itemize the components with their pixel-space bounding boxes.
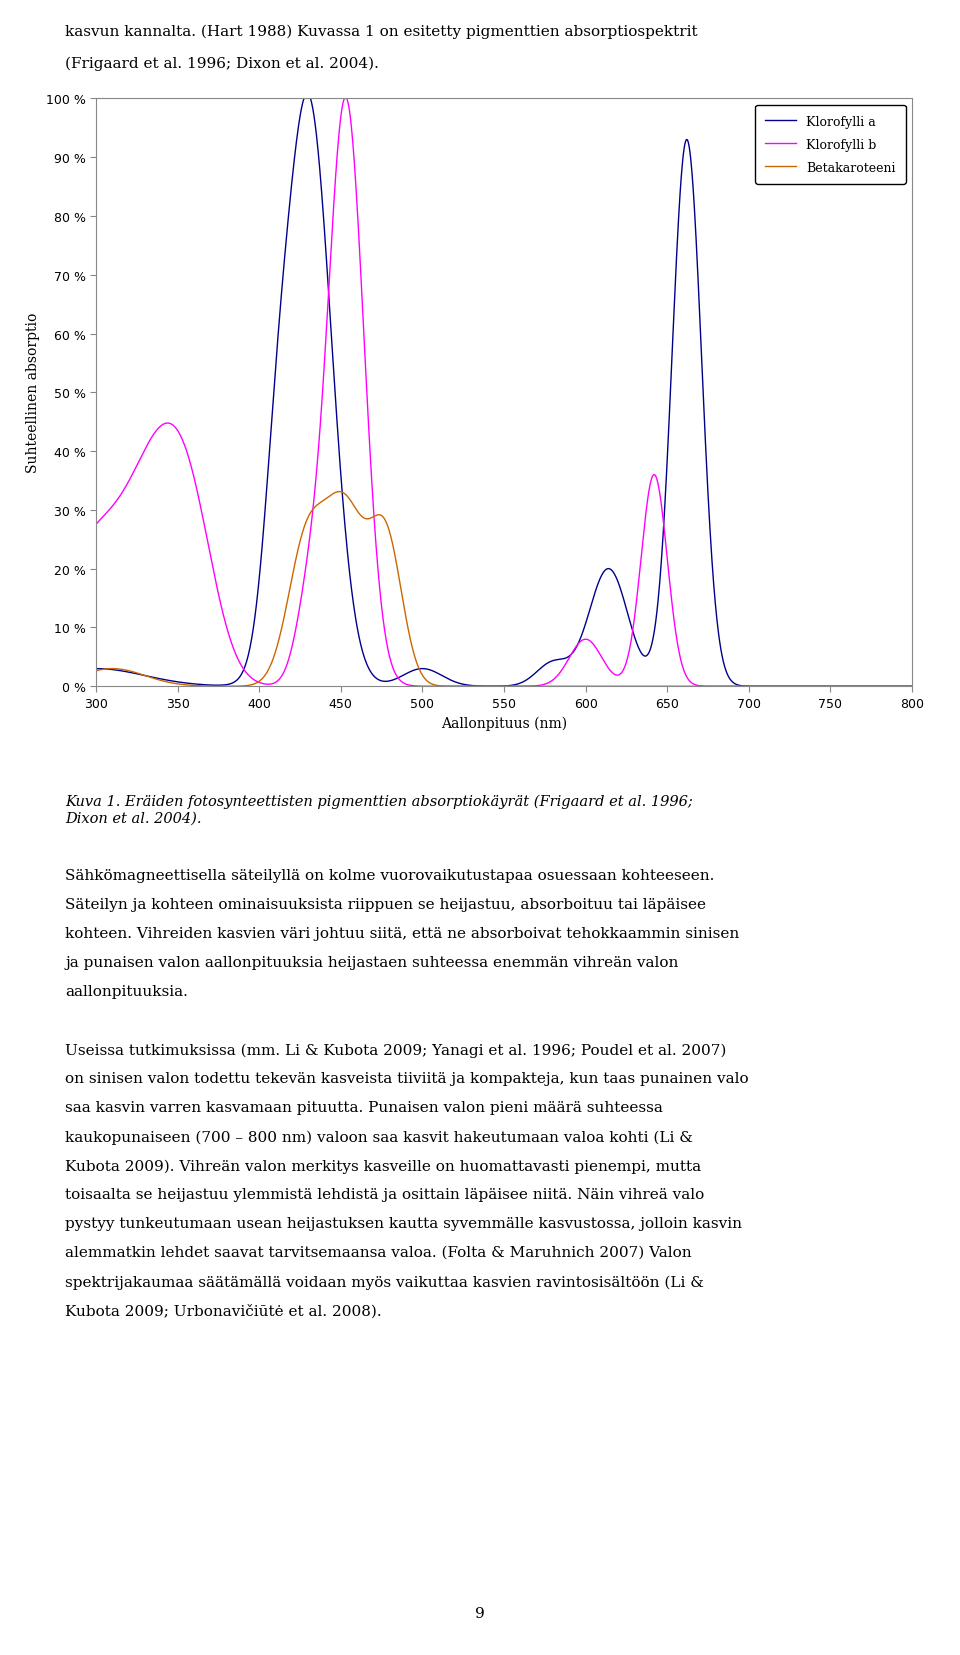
Klorofylli a: [466, 677, 477, 697]
Text: kasvun kannalta. (Hart 1988) Kuvassa 1 on esitetty pigmenttien absorptiospektrit: kasvun kannalta. (Hart 1988) Kuvassa 1 o…: [65, 25, 698, 40]
Line: Klorofylli b: Klorofylli b: [96, 99, 912, 687]
Klorofylli b: [883, 677, 895, 697]
Text: on sinisen valon todettu tekevän kasveista tiiviitä ja kompakteja, kun taas puna: on sinisen valon todettu tekevän kasveis…: [65, 1072, 749, 1086]
Text: pystyy tunkeutumaan usean heijastuksen kautta syvemmälle kasvustossa, jolloin ka: pystyy tunkeutumaan usean heijastuksen k…: [65, 1216, 742, 1230]
Betakaroteeni: [906, 677, 918, 697]
Text: Kuva 1. Eräiden fotosynteettisten pigmenttien absorptiokäyrät (Frigaard et al. 1: Kuva 1. Eräiden fotosynteettisten pigmen…: [65, 794, 693, 824]
Text: Sähkömagneettisella säteilyllä on kolme vuorovaikutustapaa osuessaan kohteeseen.: Sähkömagneettisella säteilyllä on kolme …: [65, 869, 714, 882]
Klorofylli a: [906, 677, 918, 697]
Betakaroteeni: [488, 677, 499, 697]
Klorofylli a: [883, 677, 895, 697]
Klorofylli b: [132, 455, 143, 475]
Text: Säteilyn ja kohteen ominaisuuksista riippuen se heijastuu, absorboituu tai läpäi: Säteilyn ja kohteen ominaisuuksista riip…: [65, 897, 706, 912]
Klorofylli b: [733, 677, 745, 697]
Text: kaukopunaiseen (700 – 800 nm) valoon saa kasvit hakeutumaan valoa kohti (Li &: kaukopunaiseen (700 – 800 nm) valoon saa…: [65, 1129, 693, 1144]
Klorofylli b: [488, 677, 499, 697]
Y-axis label: Suhteellinen absorptio: Suhteellinen absorptio: [26, 313, 40, 473]
Klorofylli b: [90, 515, 102, 535]
Klorofylli a: [733, 675, 745, 695]
Klorofylli b: [466, 677, 477, 697]
Klorofylli a: [488, 677, 499, 697]
Text: ja punaisen valon aallonpituuksia heijastaen suhteessa enemmän vihreän valon: ja punaisen valon aallonpituuksia heijas…: [65, 955, 679, 970]
Text: Kubota 2009). Vihreän valon merkitys kasveille on huomattavasti pienempi, mutta: Kubota 2009). Vihreän valon merkitys kas…: [65, 1158, 701, 1173]
Klorofylli a: [132, 665, 143, 685]
Text: Kubota 2009; Urbonavičiūtė et al. 2008).: Kubota 2009; Urbonavičiūtė et al. 2008).: [65, 1304, 382, 1317]
Betakaroteeni: [466, 677, 477, 697]
Betakaroteeni: [882, 677, 894, 697]
Text: spektrijakaumaa säätämällä voidaan myös vaikuttaa kasvien ravintosisältöön (Li &: spektrijakaumaa säätämällä voidaan myös …: [65, 1274, 704, 1289]
Text: 9: 9: [475, 1605, 485, 1620]
Legend: Klorofylli a, Klorofylli b, Betakaroteeni: Klorofylli a, Klorofylli b, Betakaroteen…: [755, 106, 905, 184]
Text: toisaalta se heijastuu ylemmistä lehdistä ja osittain läpäisee niitä. Näin vihre: toisaalta se heijastuu ylemmistä lehdist…: [65, 1188, 705, 1202]
Klorofylli a: [299, 89, 310, 109]
Text: aallonpituuksia.: aallonpituuksia.: [65, 985, 188, 998]
Betakaroteeni: [883, 677, 895, 697]
Betakaroteeni: [333, 482, 345, 501]
X-axis label: Aallonpituus (nm): Aallonpituus (nm): [441, 715, 567, 730]
Klorofylli b: [882, 677, 894, 697]
Line: Klorofylli a: Klorofylli a: [96, 99, 912, 687]
Text: (Frigaard et al. 1996; Dixon et al. 2004).: (Frigaard et al. 1996; Dixon et al. 2004…: [65, 56, 379, 71]
Klorofylli a: [90, 659, 102, 679]
Klorofylli b: [339, 89, 350, 109]
Betakaroteeni: [733, 677, 745, 697]
Line: Betakaroteeni: Betakaroteeni: [96, 492, 912, 687]
Klorofylli a: [882, 677, 894, 697]
Betakaroteeni: [132, 664, 143, 684]
Text: alemmatkin lehdet saavat tarvitsemaansa valoa. (Folta & Maruhnich 2007) Valon: alemmatkin lehdet saavat tarvitsemaansa …: [65, 1245, 691, 1259]
Text: kohteen. Vihreiden kasvien väri johtuu siitä, että ne absorboivat tehokkaammin s: kohteen. Vihreiden kasvien väri johtuu s…: [65, 927, 739, 940]
Betakaroteeni: [90, 662, 102, 682]
Klorofylli b: [906, 677, 918, 697]
Text: Useissa tutkimuksissa (mm. Li & Kubota 2009; Yanagi et al. 1996; Poudel et al. 2: Useissa tutkimuksissa (mm. Li & Kubota 2…: [65, 1043, 727, 1058]
Text: saa kasvin varren kasvamaan pituutta. Punaisen valon pieni määrä suhteessa: saa kasvin varren kasvamaan pituutta. Pu…: [65, 1101, 662, 1114]
